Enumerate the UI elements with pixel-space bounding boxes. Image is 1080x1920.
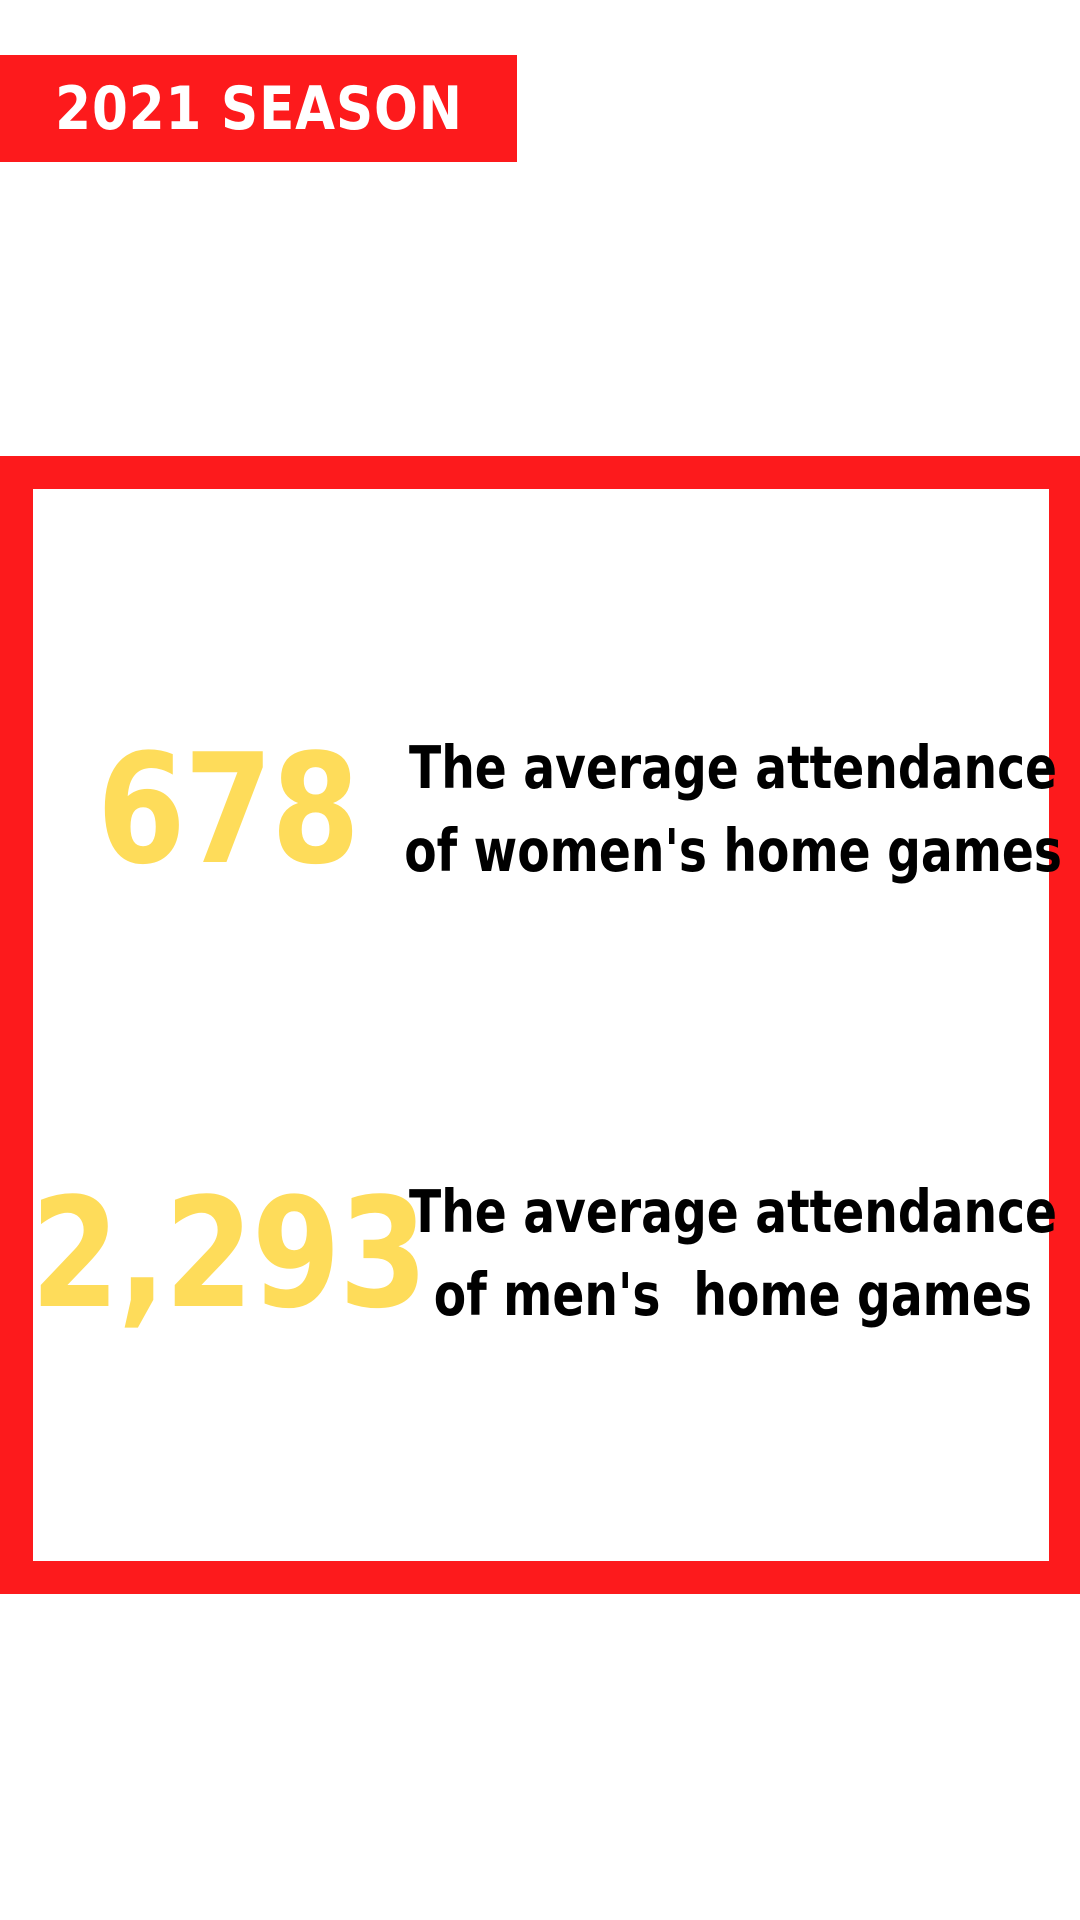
women-attendance-value: 678 (97, 720, 360, 898)
men-description-line-1: The average attendance (408, 1177, 1058, 1246)
women-attendance-stat: 678 The average attendance of women's ho… (33, 709, 1062, 909)
women-attendance-description: The average attendance of women's home g… (403, 709, 1063, 909)
women-description-line-2: of women's home games (404, 816, 1062, 885)
men-attendance-value: 2,293 (30, 1164, 427, 1342)
men-attendance-stat: 2,293 The average attendance of men's ho… (30, 1153, 1057, 1353)
women-description-line-1: The average attendance (408, 733, 1058, 802)
season-banner: 2021 SEASON (0, 55, 517, 162)
men-attendance-description: The average attendance of men's home gam… (403, 1153, 1063, 1353)
attendance-stats-frame: 678 The average attendance of women's ho… (0, 456, 1080, 1594)
season-title: 2021 SEASON (54, 73, 463, 144)
men-description-line-2: of men's home games (433, 1260, 1033, 1329)
